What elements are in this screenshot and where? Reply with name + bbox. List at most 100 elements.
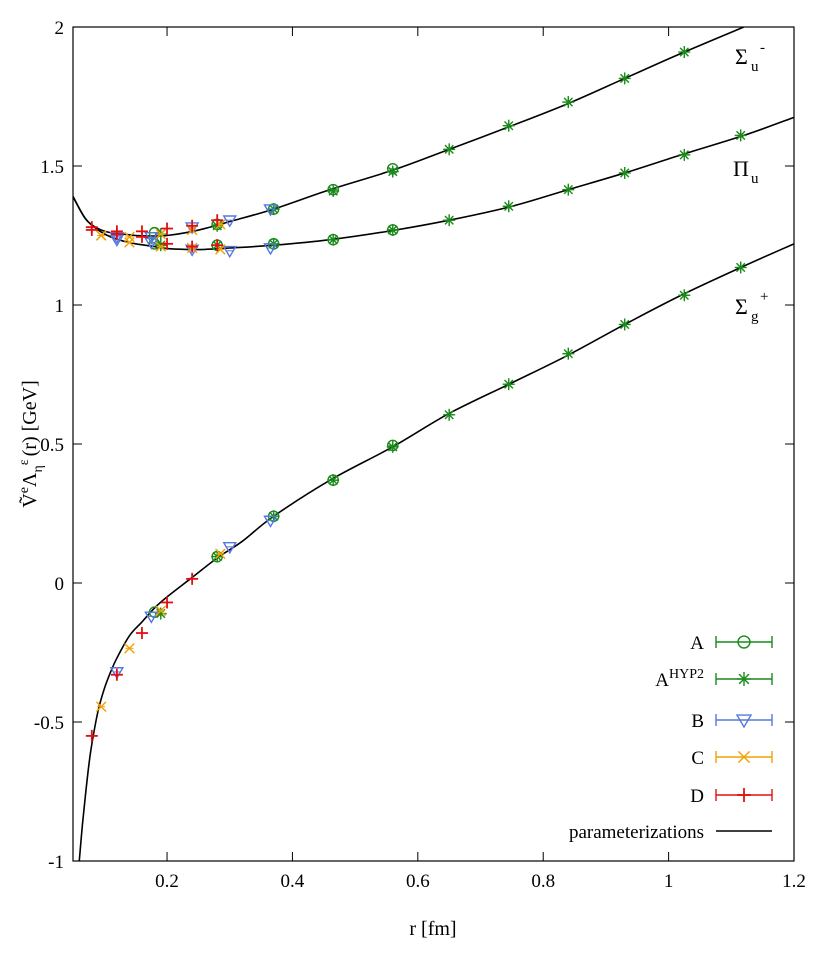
point-AHYP2 — [618, 166, 631, 179]
legend-marker — [737, 750, 751, 764]
y-tick-label: -1 — [48, 852, 64, 873]
point-B — [109, 667, 125, 680]
legend-label: D — [690, 786, 704, 807]
legend-label-text: A — [655, 670, 669, 691]
plot-frame — [72, 26, 795, 862]
point-AHYP2 — [327, 233, 340, 246]
legend-label: A — [690, 633, 704, 654]
point-AHYP2 — [562, 96, 575, 109]
point-AHYP2 — [327, 474, 340, 487]
legend-entry: AHYP2 — [655, 667, 773, 691]
y-label-lambda: Λ — [19, 472, 41, 487]
y-label-rest: (r) [GeV] — [19, 380, 41, 456]
point-AHYP2 — [562, 183, 575, 196]
curve-label-sigma-u-minus: Σ u - — [735, 40, 765, 75]
point-D — [186, 240, 199, 253]
point-D — [161, 237, 174, 250]
x-tick-label: 0.8 — [531, 871, 555, 892]
y-tick-label: -0.5 — [34, 713, 64, 734]
data-points — [85, 46, 747, 742]
point-D — [161, 596, 174, 609]
y-label-base: Ṽ — [17, 493, 41, 508]
curve-sigma_g_plus — [78, 243, 794, 861]
point-AHYP2 — [386, 440, 399, 453]
point-AHYP2 — [734, 261, 747, 274]
y-label-sub-eta: η — [31, 465, 46, 472]
x-tick-label: 0.2 — [155, 871, 179, 892]
curve-label-pi-u: Π u — [733, 156, 759, 187]
point-AHYP2 — [386, 165, 399, 178]
point-AHYP2 — [618, 72, 631, 85]
point-AHYP2 — [678, 289, 691, 302]
legend-label: parameterizations — [569, 822, 704, 843]
point-D — [186, 219, 199, 232]
point-AHYP2 — [618, 318, 631, 331]
legend-label-sup: HYP2 — [669, 667, 704, 682]
legend-entry: A — [690, 633, 773, 654]
point-D — [186, 572, 199, 585]
legend-label: B — [691, 711, 704, 732]
point-B — [144, 237, 159, 250]
point-AHYP2 — [443, 214, 456, 227]
parameterization-curves — [73, 27, 794, 861]
point-B — [222, 245, 237, 259]
axis-ticks: 0.2 0.4 0.6 0.8 1 1.2 -1 -0.5 0 0.5 1 1.5 2 — [34, 18, 806, 892]
curve-label-sup: + — [760, 289, 768, 305]
legend-marker — [737, 635, 751, 649]
legend-entry: C — [691, 748, 773, 769]
legend-label-text: parameterizations — [569, 822, 704, 843]
y-label-sup-eps: ε — [17, 459, 32, 465]
point-D — [211, 239, 224, 252]
point-AHYP2 — [502, 119, 515, 132]
point-D — [135, 627, 148, 640]
legend-entry: D — [690, 786, 773, 807]
legend-marker — [735, 714, 753, 729]
y-axis-label-text: ṼeΛηε (r) [GeV] — [17, 380, 46, 507]
curve-label-base: Π — [733, 156, 749, 181]
x-tick-label: 1 — [664, 871, 674, 892]
point-AHYP2 — [443, 408, 456, 421]
point-B — [144, 231, 159, 245]
y-tick-label: 0 — [55, 574, 65, 595]
point-B — [222, 541, 237, 555]
point-B — [263, 243, 278, 256]
x-tick-label: 0.4 — [281, 871, 305, 892]
point-D — [85, 729, 98, 742]
point-AHYP2 — [154, 239, 167, 252]
point-C — [155, 605, 167, 617]
y-label-sup-e: e — [17, 487, 32, 493]
legend-marker — [737, 788, 751, 802]
point-B — [222, 215, 237, 228]
legend-label-text: A — [690, 633, 704, 654]
legend-entry: parameterizations — [569, 822, 772, 843]
legend-label: C — [691, 748, 704, 769]
point-D — [135, 225, 148, 238]
curve-label-sup: - — [760, 40, 765, 56]
point-AHYP2 — [386, 223, 399, 236]
legend-marker — [737, 672, 751, 686]
legend-entry: B — [691, 711, 773, 732]
point-AHYP2 — [502, 200, 515, 213]
point-AHYP2 — [678, 46, 691, 59]
point-C — [124, 231, 135, 243]
y-tick-label: 2 — [55, 18, 65, 39]
point-C — [95, 701, 107, 713]
point-AHYP2 — [734, 129, 747, 142]
curve-label-sub: g — [751, 309, 759, 325]
point-B — [263, 515, 278, 528]
point-D — [211, 214, 224, 227]
point-C — [215, 548, 226, 560]
point-AHYP2 — [562, 347, 575, 360]
curve-label-sub: u — [751, 59, 759, 75]
point-AHYP2 — [443, 143, 456, 156]
x-axis-label: r [fm] — [409, 918, 456, 940]
point-AHYP2 — [678, 148, 691, 161]
point-D — [85, 221, 98, 234]
legend-label-text: C — [691, 748, 704, 769]
curve-label-base: Σ — [735, 44, 748, 69]
curve-pi_u — [73, 116, 794, 251]
legend-label: AHYP2 — [655, 667, 704, 691]
point-AHYP2 — [327, 185, 340, 198]
